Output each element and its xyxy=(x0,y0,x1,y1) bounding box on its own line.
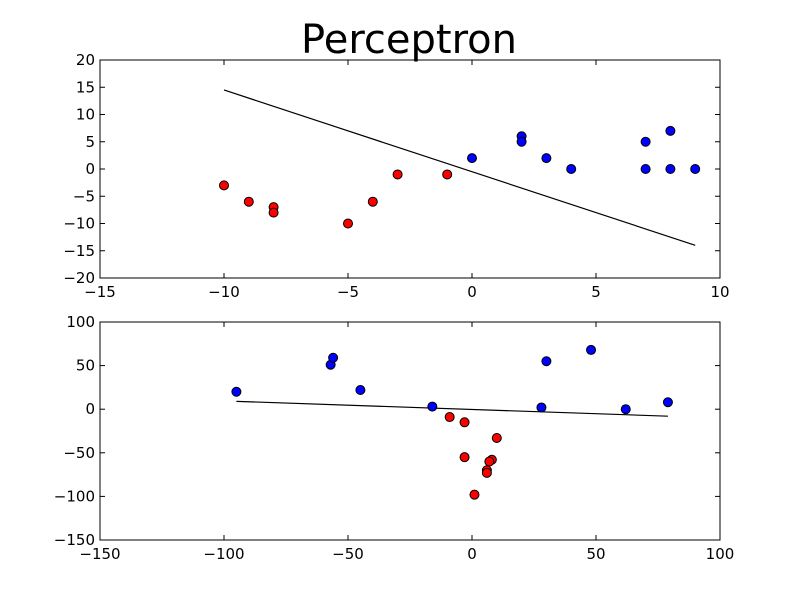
top-red-point xyxy=(219,180,229,191)
top-y-tick-label: −5 xyxy=(73,187,95,205)
top-blue-point xyxy=(640,164,651,174)
top-x-tick-label: 10 xyxy=(710,283,729,301)
top-y-tick-label: 5 xyxy=(85,133,95,151)
top-red-point xyxy=(442,169,453,180)
bottom-blue-point xyxy=(427,401,438,412)
top-blue-point xyxy=(690,164,701,174)
top-x-tick-label: −5 xyxy=(337,283,359,301)
bottom-plot: −150 −100 −50 0 50 100 −150 −100 −50 0 50 100 xyxy=(54,313,735,563)
top-decision-boundary-line xyxy=(223,89,696,246)
bottom-y-tick-label: −100 xyxy=(54,487,95,505)
bottom-y-tick-label: −50 xyxy=(63,444,95,462)
bottom-x-tick-label: 0 xyxy=(467,545,477,563)
top-y-tick-label: 20 xyxy=(76,51,95,69)
bottom-blue-point xyxy=(355,385,366,396)
bottom-x-tick-label: −50 xyxy=(332,545,364,563)
top-red-point xyxy=(268,207,279,218)
bottom-y-tick-label: 100 xyxy=(66,313,95,331)
top-red-point xyxy=(243,196,254,207)
top-blue-point xyxy=(665,125,676,136)
bottom-red-point xyxy=(459,452,470,463)
top-y-tick-label: 15 xyxy=(76,78,95,96)
bottom-x-tick-label: −150 xyxy=(79,545,120,563)
bottom-red-point xyxy=(491,432,502,443)
top-x-tick-label: −15 xyxy=(84,283,116,301)
top-blue-point xyxy=(541,153,552,164)
top-red-point xyxy=(367,196,378,207)
bottom-x-tick-label: 100 xyxy=(706,545,735,563)
bottom-x-tick-label: −100 xyxy=(203,545,244,563)
bottom-y-tick-label: 50 xyxy=(76,357,95,375)
top-y-tick-label: −10 xyxy=(63,215,95,233)
top-plot-frame xyxy=(99,59,721,279)
top-y-tick-label: −15 xyxy=(63,242,95,260)
bottom-blue-point xyxy=(586,344,597,355)
top-blue-point xyxy=(516,136,527,147)
top-x-tick-label: 5 xyxy=(591,283,601,301)
bottom-y-tick-label: −150 xyxy=(54,531,95,549)
bottom-red-point xyxy=(469,489,480,500)
figure-title: Perceptron xyxy=(301,17,517,63)
top-blue-point xyxy=(566,164,577,174)
bottom-red-point xyxy=(459,417,470,428)
bottom-blue-point xyxy=(328,352,339,363)
bottom-decision-boundary-line xyxy=(236,400,668,417)
bottom-blue-point xyxy=(536,402,547,413)
bottom-y-tick-label: 0 xyxy=(85,400,95,418)
bottom-x-tick-label: 50 xyxy=(586,545,605,563)
bottom-red-point xyxy=(481,467,492,478)
top-blue-point xyxy=(665,164,676,174)
bottom-blue-point xyxy=(541,356,552,367)
bottom-red-point xyxy=(484,456,495,467)
top-blue-point xyxy=(467,153,477,164)
top-y-tick-label: 10 xyxy=(76,106,95,124)
top-blue-point xyxy=(640,136,651,147)
top-red-point xyxy=(343,218,353,229)
top-y-tick-label: 0 xyxy=(85,160,95,178)
top-x-tick-label: −10 xyxy=(208,283,240,301)
bottom-plot-frame xyxy=(99,321,721,541)
bottom-blue-point xyxy=(662,397,673,408)
bottom-blue-point xyxy=(231,386,242,397)
top-red-point xyxy=(392,169,403,180)
top-x-tick-label: 0 xyxy=(467,283,477,301)
bottom-blue-point xyxy=(620,404,631,415)
bottom-red-point xyxy=(444,412,455,423)
top-y-tick-label: −20 xyxy=(63,269,95,287)
